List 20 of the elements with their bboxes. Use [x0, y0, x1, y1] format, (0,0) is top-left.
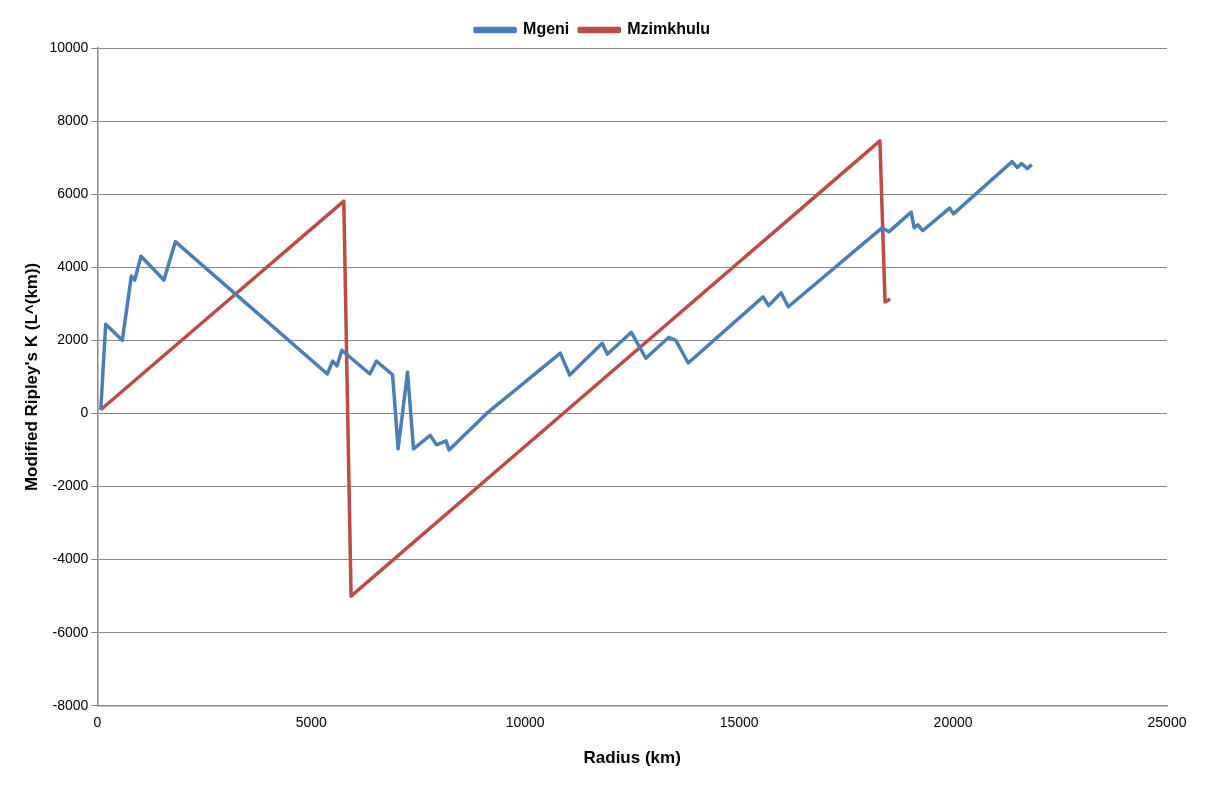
x-tick-label: 5000 [295, 714, 328, 731]
y-axis-title: Modified Ripley's K (L^(km)) [21, 262, 41, 492]
legend-label: Mgeni [523, 20, 570, 38]
y-tick-label: 6000 [57, 185, 89, 202]
x-tick-label: 10000 [505, 714, 545, 731]
x-tick-label: 25000 [1147, 714, 1187, 731]
x-tick-label: 0 [93, 714, 102, 731]
y-tick-label: 0 [80, 404, 89, 421]
y-tick-label: 8000 [57, 111, 89, 128]
y-tick-label: -6000 [52, 623, 89, 640]
y-tick-label: -2000 [52, 477, 89, 494]
y-tick-label: -8000 [52, 696, 89, 713]
x-tick-label: 20000 [933, 714, 973, 731]
y-tick-label: 10000 [49, 38, 89, 55]
legend-label: Mzimkhulu [627, 20, 710, 38]
x-tick-label: 15000 [719, 714, 759, 731]
y-tick-label: 4000 [57, 258, 89, 275]
x-axis-title: Radius (km) [583, 748, 681, 768]
y-tick-label: 2000 [57, 331, 89, 348]
y-tick-label: -4000 [52, 550, 89, 567]
